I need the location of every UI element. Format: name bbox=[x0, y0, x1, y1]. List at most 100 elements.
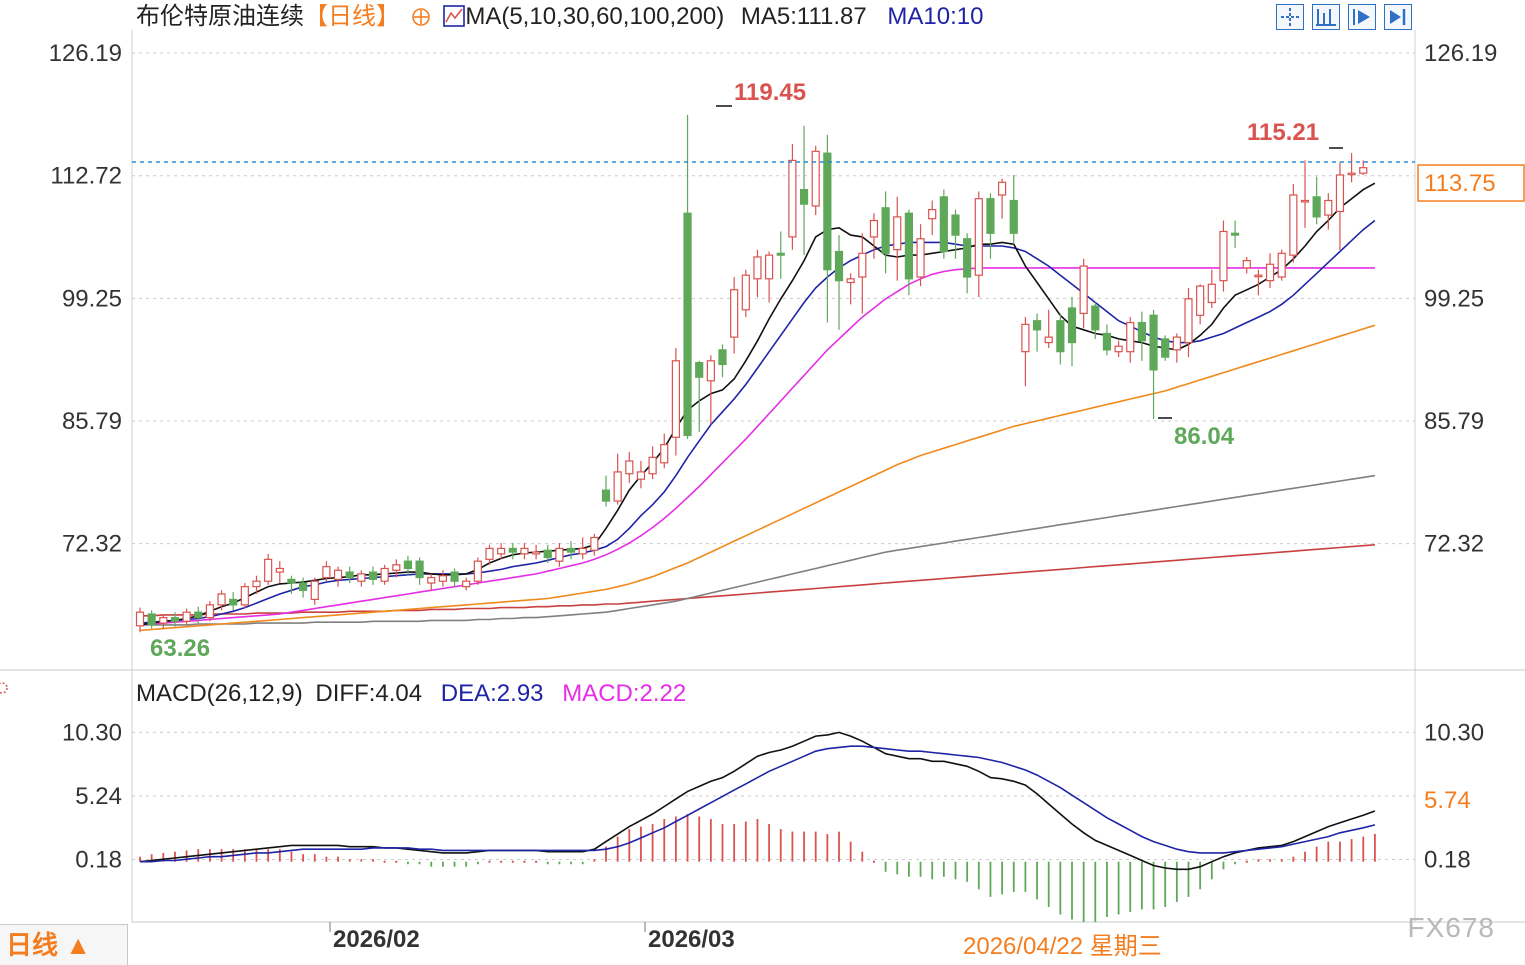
candle bbox=[1009, 174, 1018, 245]
candle-body-up bbox=[427, 576, 436, 584]
candle-body-down bbox=[986, 198, 995, 234]
candle bbox=[159, 613, 168, 629]
candle-body-up bbox=[1184, 298, 1193, 344]
candle bbox=[951, 209, 960, 259]
candle-body-up bbox=[590, 536, 599, 551]
candle-body-up bbox=[764, 254, 774, 280]
candle-body-up bbox=[159, 617, 168, 624]
play-button[interactable] bbox=[1348, 4, 1376, 30]
candle-body-up bbox=[1242, 260, 1251, 269]
play-end-button[interactable] bbox=[1384, 4, 1412, 30]
candle-body-down bbox=[1312, 196, 1321, 218]
candle-body-down bbox=[776, 252, 785, 256]
candle-body-down bbox=[951, 214, 960, 236]
macd-bar bbox=[872, 860, 875, 863]
candle-body-up bbox=[497, 547, 506, 555]
candle bbox=[764, 251, 774, 303]
candle-body-up bbox=[1207, 283, 1216, 304]
zoom-icon[interactable] bbox=[411, 5, 431, 26]
candle-body-up bbox=[928, 209, 937, 220]
pane-handle-icon[interactable] bbox=[0, 682, 8, 694]
diff-line bbox=[139, 731, 1376, 871]
low-marker-1: 86.04 bbox=[1174, 423, 1235, 450]
ma200-line bbox=[140, 544, 1375, 617]
candle bbox=[1359, 160, 1368, 175]
candle-body-up bbox=[858, 252, 867, 278]
candle bbox=[1207, 269, 1216, 308]
chart-header: 布伦特原油连续【日线】 MA(5,10,30,60,100,200) MA5:1… bbox=[136, 2, 983, 32]
macd-tick-right: 10.30 bbox=[1424, 719, 1484, 746]
candle bbox=[368, 566, 378, 585]
crosshair-button[interactable] bbox=[1276, 4, 1304, 30]
candle-body-down bbox=[823, 152, 832, 271]
candle-body-down bbox=[939, 196, 948, 253]
candle-body-up bbox=[869, 219, 879, 238]
bar-chart-button[interactable] bbox=[1312, 4, 1340, 30]
marker-layer: 113.75 119.45 115.21 86.04 63.26 5.74 bbox=[0, 79, 1525, 818]
candle-body-up bbox=[1044, 336, 1053, 344]
candle bbox=[438, 570, 447, 587]
candle bbox=[252, 575, 261, 594]
macd-tick-right: 0.18 bbox=[1424, 846, 1471, 873]
macd-bar bbox=[383, 860, 386, 863]
price-tick-right: 126.19 bbox=[1424, 40, 1497, 67]
macd-current-label: 5.74 bbox=[1424, 787, 1471, 814]
candle-body-down bbox=[799, 188, 809, 205]
candle-body-down bbox=[695, 362, 704, 378]
candle bbox=[345, 566, 354, 584]
candle bbox=[555, 542, 564, 567]
macd-header: MACD(26,12,9) DIFF:4.04 DEA:2.93 MACD:2.… bbox=[136, 679, 686, 709]
high-marker-1: 119.45 bbox=[734, 79, 806, 106]
candle bbox=[695, 360, 704, 432]
grid-layer bbox=[0, 30, 1525, 932]
candle-body-down bbox=[834, 250, 844, 282]
price-tick-right: 72.32 bbox=[1424, 531, 1484, 558]
candle-body-down bbox=[403, 560, 413, 570]
candle-body-up bbox=[310, 580, 319, 601]
candle bbox=[741, 269, 750, 318]
period-tab[interactable]: 日线 ▲ bbox=[0, 924, 128, 965]
macd-bar bbox=[523, 860, 526, 863]
candle-body-up bbox=[182, 611, 191, 622]
candle bbox=[1044, 309, 1053, 349]
candle bbox=[1114, 340, 1123, 358]
candle bbox=[531, 544, 541, 560]
candle-layer bbox=[135, 114, 1368, 633]
candle bbox=[1219, 220, 1228, 292]
candle-body-up bbox=[555, 547, 564, 562]
candle-body-up bbox=[438, 575, 447, 582]
candle bbox=[1149, 309, 1158, 420]
candle-body-down bbox=[415, 560, 424, 579]
candle bbox=[1102, 324, 1112, 356]
candle-body-down bbox=[718, 349, 727, 366]
candle-body-up bbox=[205, 604, 214, 619]
candle-body-up bbox=[392, 564, 401, 571]
candle-body-up bbox=[730, 289, 739, 338]
macd-bar bbox=[395, 860, 398, 863]
period-tag[interactable]: 【日线】 bbox=[304, 3, 400, 30]
ma30-line bbox=[139, 267, 1375, 626]
candle bbox=[846, 273, 855, 305]
candle bbox=[205, 601, 214, 622]
candle bbox=[858, 233, 867, 314]
candle-body-down bbox=[1230, 232, 1240, 236]
candle-body-down bbox=[229, 598, 238, 606]
macd-bar bbox=[500, 860, 503, 863]
candle-body-down bbox=[1091, 305, 1100, 331]
candle bbox=[415, 557, 424, 585]
candle-body-up bbox=[473, 560, 482, 582]
candle bbox=[1347, 153, 1356, 183]
candle-body-down bbox=[1161, 338, 1170, 358]
candle-body-up bbox=[1021, 323, 1030, 353]
candle-body-up bbox=[520, 547, 529, 555]
candle bbox=[730, 277, 739, 354]
candle bbox=[660, 433, 669, 469]
candle bbox=[240, 583, 249, 609]
candle bbox=[310, 577, 319, 605]
price-tick-left: 99.25 bbox=[62, 285, 122, 312]
candle-body-up bbox=[357, 573, 366, 582]
candle bbox=[811, 145, 820, 216]
candle-body-up bbox=[462, 580, 471, 588]
indicator-icon[interactable] bbox=[443, 5, 466, 27]
